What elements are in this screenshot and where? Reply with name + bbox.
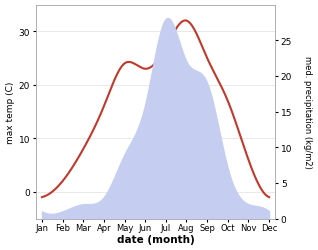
Y-axis label: max temp (C): max temp (C) <box>5 81 15 143</box>
X-axis label: date (month): date (month) <box>117 234 194 244</box>
Y-axis label: med. precipitation (kg/m2): med. precipitation (kg/m2) <box>303 56 313 168</box>
